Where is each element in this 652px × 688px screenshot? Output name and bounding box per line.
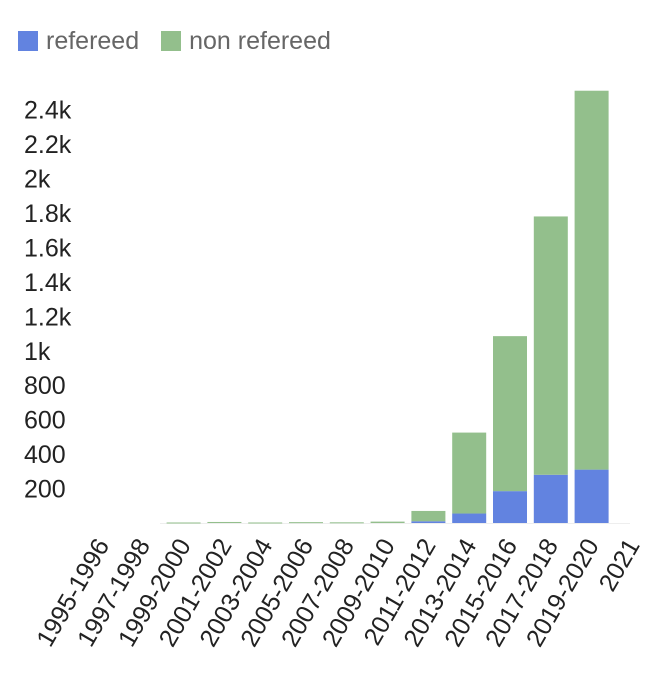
y-tick-label: 2.4k xyxy=(24,97,72,125)
legend-item-refereed[interactable]: refereed xyxy=(18,27,139,56)
legend-item-non-refereed[interactable]: non refereed xyxy=(161,27,331,56)
legend-label-refereed: refereed xyxy=(46,26,140,55)
y-tick-label: 1.8k xyxy=(24,200,72,228)
bar-non-refereed-2011-2012[interactable] xyxy=(411,510,446,522)
bar-non-refereed-2017-2018[interactable] xyxy=(533,216,568,475)
y-tick-label: 400 xyxy=(24,441,66,469)
bar-refereed-2017-2018[interactable] xyxy=(533,474,568,523)
bar-refereed-2013-2014[interactable] xyxy=(452,513,487,523)
legend-label-non-refereed: non refereed xyxy=(189,26,331,55)
chart-legend: refereed non refereed xyxy=(18,26,353,56)
y-tick-label: 2.2k xyxy=(24,131,72,159)
bar-non-refereed-2007-2008[interactable] xyxy=(329,522,364,524)
y-tick-label: 1.2k xyxy=(24,303,72,331)
bar-refereed-2015-2016[interactable] xyxy=(493,491,527,523)
bar-non-refereed-2003-2004[interactable] xyxy=(248,522,283,524)
legend-swatch-non-refereed xyxy=(161,31,182,51)
bar-non-refereed-2001-2002[interactable] xyxy=(207,521,242,523)
y-tick-label: 600 xyxy=(24,407,66,435)
bar-non-refereed-2005-2006[interactable] xyxy=(289,522,323,524)
y-tick-label: 200 xyxy=(24,476,66,504)
x-tick-label: 2021 xyxy=(594,534,646,596)
y-tick-label: 2k xyxy=(24,166,51,194)
legend-swatch-refereed xyxy=(18,31,38,51)
bar-non-refereed-2015-2016[interactable] xyxy=(493,336,527,492)
bar-non-refereed-2019-2020[interactable] xyxy=(574,90,609,470)
bar-refereed-2019-2020[interactable] xyxy=(574,469,609,523)
y-tick-label: 800 xyxy=(24,372,66,400)
bar-refereed-2011-2012[interactable] xyxy=(411,521,446,523)
bar-non-refereed-2009-2010[interactable] xyxy=(370,521,405,523)
y-tick-label: 1.6k xyxy=(24,234,72,262)
bar-non-refereed-1999-2000[interactable] xyxy=(166,522,201,524)
y-tick-label: 1k xyxy=(24,338,51,366)
bar-non-refereed-2013-2014[interactable] xyxy=(452,432,487,514)
y-tick-label: 1.4k xyxy=(24,269,72,297)
